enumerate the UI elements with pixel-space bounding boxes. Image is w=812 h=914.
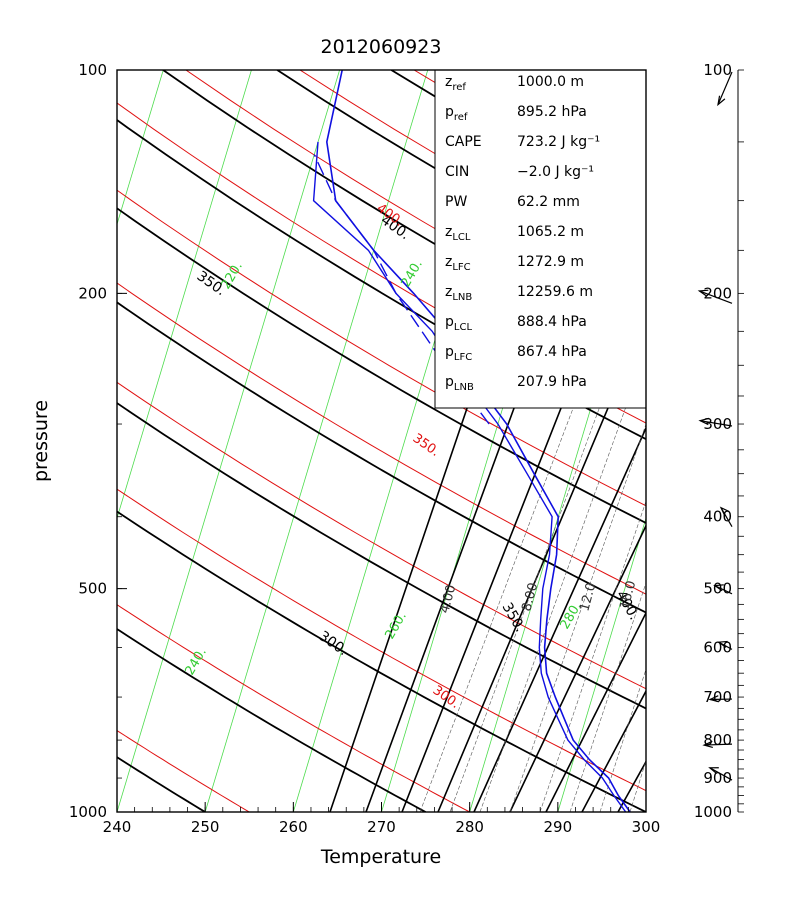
mixing-ratio-label: 12.0 bbox=[577, 581, 599, 613]
x-tick-label: 290 bbox=[544, 818, 573, 836]
x-axis-title: Temperature bbox=[320, 846, 441, 868]
dry-adiabat-line bbox=[0, 70, 426, 812]
info-row-subscript: LCL bbox=[452, 232, 471, 243]
info-row-value: 1272.9 m bbox=[517, 254, 584, 270]
info-row-subscript: LCL bbox=[454, 322, 473, 333]
info-row-subscript: LFC bbox=[452, 262, 470, 273]
info-row-value: 12259.6 m bbox=[517, 284, 593, 300]
saturated-adiabat-line bbox=[582, 370, 812, 812]
info-row-subscript: LNB bbox=[452, 292, 472, 303]
x-tick-label: 270 bbox=[367, 818, 396, 836]
info-row-name: CIN bbox=[445, 164, 469, 180]
moist-adiabat-label: 350. bbox=[410, 431, 442, 460]
info-row-subscript: LNB bbox=[454, 382, 474, 393]
info-row-value: 1000.0 m bbox=[517, 74, 584, 90]
mixing-ratio-line bbox=[540, 390, 684, 812]
isotherm-label: 260. bbox=[382, 609, 409, 642]
wind-pressure-label: 100 bbox=[703, 61, 732, 79]
y-tick-label: 200 bbox=[78, 284, 107, 302]
y-tick-label: 100 bbox=[78, 61, 107, 79]
info-row-value: 888.4 hPa bbox=[517, 314, 587, 330]
mixing-ratio-line bbox=[630, 390, 762, 812]
info-row-value: 62.2 mm bbox=[517, 194, 580, 210]
dry-adiabat-label: 300. bbox=[316, 628, 351, 659]
x-tick-label: 300 bbox=[632, 818, 661, 836]
x-tick-label: 250 bbox=[191, 818, 220, 836]
info-row-value: 1065.2 m bbox=[517, 224, 584, 240]
info-row-subscript: ref bbox=[452, 82, 466, 93]
isotherm-line bbox=[29, 70, 252, 812]
isotherm-line bbox=[117, 70, 340, 812]
mixing-ratio-label: 8.00 bbox=[519, 581, 541, 613]
info-row-name: PW bbox=[445, 194, 467, 210]
info-row-value: −2.0 J kg⁻¹ bbox=[517, 164, 594, 180]
saturated-adiabat-line bbox=[510, 370, 720, 812]
wind-pressure-label: 1000 bbox=[694, 803, 732, 821]
x-tick-label: 260 bbox=[279, 818, 308, 836]
y-axis-title: pressure bbox=[30, 400, 52, 482]
wind-pressure-label: 200 bbox=[703, 284, 732, 302]
info-row-value: 723.2 J kg⁻¹ bbox=[517, 134, 600, 150]
info-row-value: 895.2 hPa bbox=[517, 104, 587, 120]
y-tick-label: 500 bbox=[78, 580, 107, 598]
info-row-value: 867.4 hPa bbox=[517, 344, 587, 360]
moist-adiabat-label: 300. bbox=[430, 683, 462, 712]
moist-adiabat-line bbox=[0, 70, 470, 812]
dry-adiabat-label: 350. bbox=[194, 268, 229, 299]
isotherm-line bbox=[0, 70, 163, 812]
x-tick-label: 280 bbox=[455, 818, 484, 836]
isotherm-line bbox=[205, 70, 428, 812]
wind-pressure-label: 500 bbox=[703, 580, 732, 598]
info-row-name: CAPE bbox=[445, 134, 482, 150]
saturated-adiabat-line bbox=[546, 370, 768, 812]
background-lines bbox=[0, 70, 812, 812]
info-row-subscript: ref bbox=[454, 112, 468, 123]
chart-title: 2012060923 bbox=[321, 36, 442, 58]
info-row-value: 207.9 hPa bbox=[517, 374, 587, 390]
info-row-subscript: LFC bbox=[454, 352, 472, 363]
y-tick-label: 1000 bbox=[69, 803, 107, 821]
isotherm-label: 240. bbox=[398, 257, 425, 290]
wind-pressure-label: 700 bbox=[703, 688, 732, 706]
